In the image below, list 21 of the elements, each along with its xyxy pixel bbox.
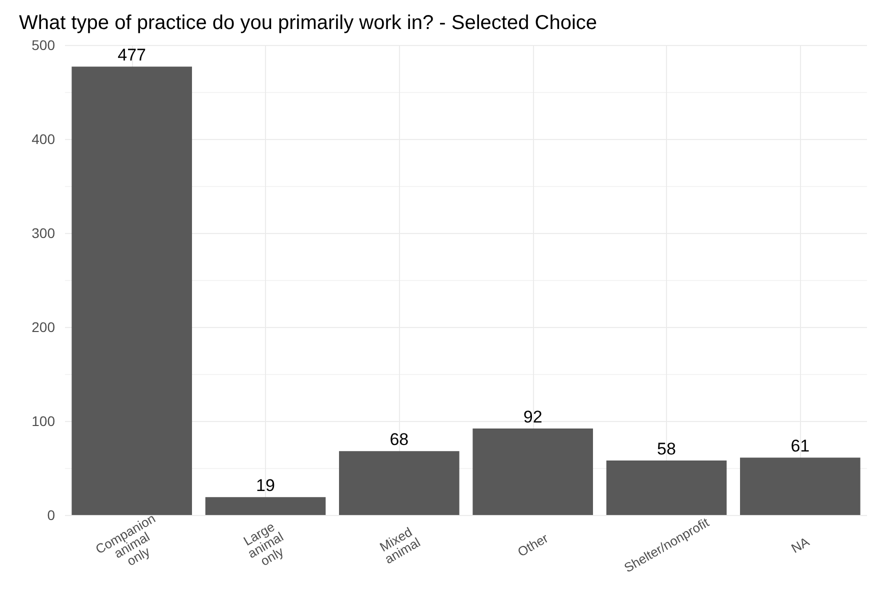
data-label: 19: [256, 476, 275, 496]
y-tick-label: 200: [32, 319, 56, 335]
bar: [72, 66, 192, 515]
data-label: 92: [523, 408, 542, 427]
chart-title: What type of practice do you primarily work in? - Selected Choice: [19, 12, 598, 34]
data-label: 58: [657, 439, 676, 458]
y-tick-label: 0: [47, 507, 56, 523]
x-tick-label: NA: [788, 534, 812, 556]
data-label: 61: [790, 436, 810, 456]
y-tick-label: 300: [32, 225, 56, 241]
data-label: 68: [390, 430, 409, 450]
bar: [339, 451, 460, 515]
bar: [472, 428, 593, 515]
bar: [606, 460, 727, 515]
y-tick-label: 500: [32, 37, 56, 53]
y-tick-label: 100: [32, 413, 56, 429]
bar: [740, 458, 860, 515]
x-tick-label: Other: [515, 530, 552, 560]
data-label: 477: [118, 46, 146, 65]
y-tick-label: 400: [32, 131, 56, 147]
bar: [205, 497, 326, 515]
